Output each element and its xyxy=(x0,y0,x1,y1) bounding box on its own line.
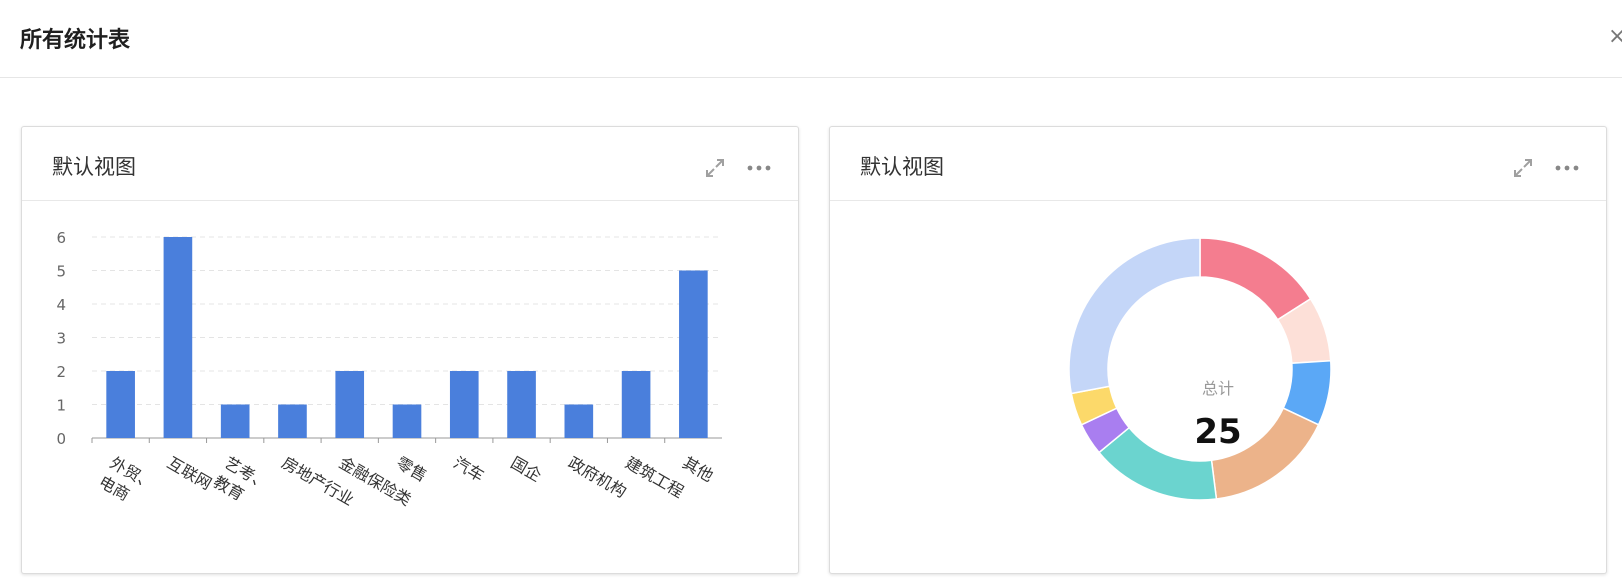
x-tick-label-group: 政府机构 xyxy=(565,453,630,501)
x-tick-label-group: 国企 xyxy=(508,453,545,485)
bar xyxy=(106,371,135,438)
card-header: 默认视图 xyxy=(830,127,1606,201)
donut-total-value: 25 xyxy=(1194,412,1242,452)
donut-chart-card: 默认视图 总计 25 xyxy=(829,126,1607,574)
expand-icon[interactable] xyxy=(1512,157,1534,179)
bar xyxy=(335,371,365,438)
bar xyxy=(163,237,193,438)
x-tick-label: 汽车 xyxy=(450,453,487,485)
bar xyxy=(449,371,479,438)
x-tick-label: 其他 xyxy=(679,453,716,485)
x-tick-label: 零售 xyxy=(393,453,430,485)
x-tick-label-group: 互联网 xyxy=(164,453,215,493)
y-tick-label: 4 xyxy=(56,296,66,314)
page-title: 所有统计表 xyxy=(20,28,131,53)
bar xyxy=(392,404,422,438)
x-tick-label: 互联网 xyxy=(164,453,215,493)
x-tick-label: 国企 xyxy=(508,453,545,485)
bar xyxy=(220,404,250,438)
y-tick-label: 0 xyxy=(56,430,66,448)
card-title: 默认视图 xyxy=(52,155,136,179)
bar xyxy=(507,371,536,438)
bar xyxy=(679,270,708,438)
y-tick-label: 1 xyxy=(56,397,66,415)
bar xyxy=(564,404,594,438)
donut-slice xyxy=(1199,237,1312,321)
x-tick-label: 建筑工程 xyxy=(622,453,687,501)
x-tick-label-group: 零售 xyxy=(393,453,430,485)
x-tick-label: 政府机构 xyxy=(565,453,630,501)
bar xyxy=(278,404,307,438)
y-tick-label: 2 xyxy=(56,363,66,381)
expand-icon[interactable] xyxy=(704,157,726,179)
header: 所有统计表 × xyxy=(0,0,1622,78)
close-icon[interactable]: × xyxy=(1608,24,1622,49)
donut-chart xyxy=(1068,237,1332,501)
x-tick-label-group: 外贸、电商 xyxy=(96,453,158,505)
x-tick-label-group: 艺考、教育 xyxy=(210,453,272,505)
bar-chart-card: 默认视图 0 1 2 3 4 5 6 外贸、 电商 互联网 艺考、 教育 房地产行业 金融保险类 零售 汽车国… xyxy=(21,126,799,574)
card-header: 默认视图 xyxy=(22,127,798,201)
y-tick-label: 3 xyxy=(56,330,66,348)
y-tick-label: 6 xyxy=(56,229,66,247)
donut-slice xyxy=(1068,237,1201,395)
x-tick-label-group: 建筑工程 xyxy=(622,453,687,501)
y-tick-label: 5 xyxy=(56,263,66,281)
x-tick-label-group: 其他 xyxy=(679,453,716,485)
x-tick-label-group: 汽车 xyxy=(450,453,487,485)
donut-center-label: 总计 xyxy=(1201,379,1234,398)
more-icon[interactable] xyxy=(746,157,772,179)
card-title: 默认视图 xyxy=(860,155,944,179)
bar xyxy=(621,371,651,438)
more-icon[interactable] xyxy=(1554,157,1580,179)
